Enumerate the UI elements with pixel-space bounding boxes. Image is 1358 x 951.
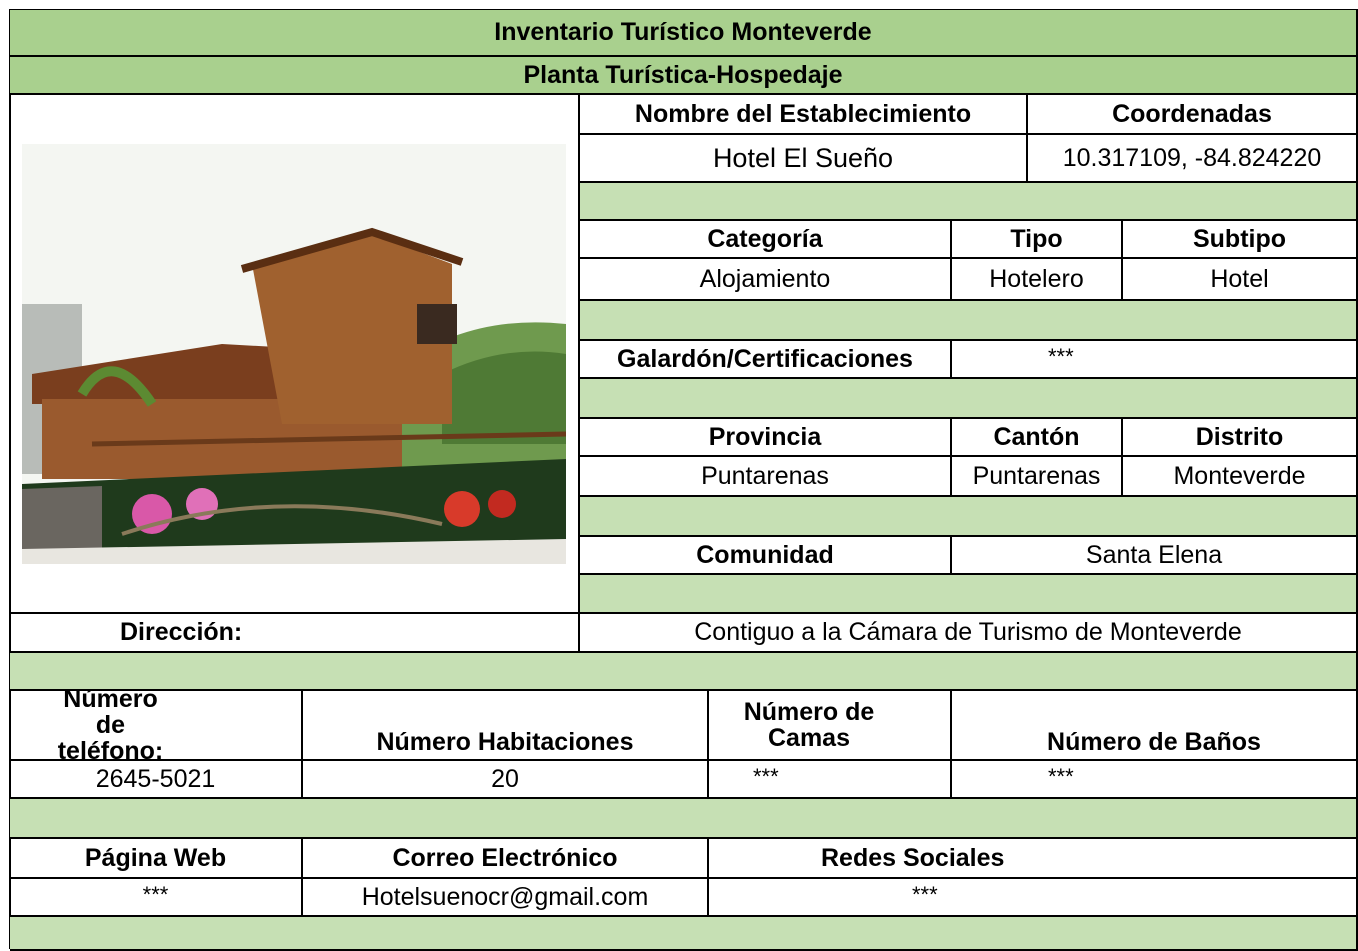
spacer <box>580 497 1358 537</box>
spacer <box>580 379 1358 419</box>
label: Dirección: <box>10 614 580 653</box>
subtitle: Planta Turística-Hospedaje <box>10 57 1358 95</box>
value: 2645-5021 <box>10 761 303 799</box>
label: Página Web <box>10 839 303 879</box>
label-text: Número de Camas <box>743 697 875 752</box>
value: Contiguo a la Cámara de Turismo de Monte… <box>580 614 1358 653</box>
spacer <box>10 653 1358 691</box>
label: Comunidad <box>580 537 952 575</box>
label: Subtipo <box>1123 221 1358 259</box>
label: Provincia <box>580 419 952 457</box>
value: Santa Elena <box>952 537 1358 575</box>
label: Categoría <box>580 221 952 259</box>
value: *** <box>952 761 1358 799</box>
label: Número de Baños <box>952 691 1358 761</box>
photo-cell <box>10 95 580 614</box>
label: Tipo <box>952 221 1123 259</box>
hotel-photo <box>22 143 566 564</box>
value: 20 <box>303 761 709 799</box>
value: Alojamiento <box>580 259 952 301</box>
label: Nombre del Establecimiento <box>580 95 1028 135</box>
label: Redes Sociales <box>709 839 1358 879</box>
label: Número de teléfono: <box>10 686 303 764</box>
value: *** <box>10 879 303 917</box>
spacer <box>10 799 1358 839</box>
value: Hotelsuenocr@gmail.com <box>303 879 709 917</box>
label: Número de Camas <box>709 691 952 761</box>
spacer <box>580 301 1358 341</box>
label-text: Número de teléfono: <box>57 684 164 766</box>
label: Cantón <box>952 419 1123 457</box>
value: Monteverde <box>1123 457 1358 497</box>
value: *** <box>952 341 1358 379</box>
label: Distrito <box>1123 419 1358 457</box>
label: Correo Electrónico <box>303 839 709 879</box>
spacer <box>580 183 1358 221</box>
value: 10.317109, -84.824220 <box>1028 135 1358 183</box>
spacer <box>580 575 1358 614</box>
label: Galardón/Certificaciones <box>580 341 952 379</box>
value: Puntarenas <box>580 457 952 497</box>
value: *** <box>709 761 952 799</box>
label: Coordenadas <box>1028 95 1358 135</box>
value: Hotel <box>1123 259 1358 301</box>
value: Hotel El Sueño <box>580 135 1028 183</box>
spacer <box>10 917 1358 951</box>
label: Número Habitaciones <box>303 691 709 761</box>
value: *** <box>709 879 1358 917</box>
title: Inventario Turístico Monteverde <box>10 10 1358 57</box>
value: Puntarenas <box>952 457 1123 497</box>
value: Hotelero <box>952 259 1123 301</box>
